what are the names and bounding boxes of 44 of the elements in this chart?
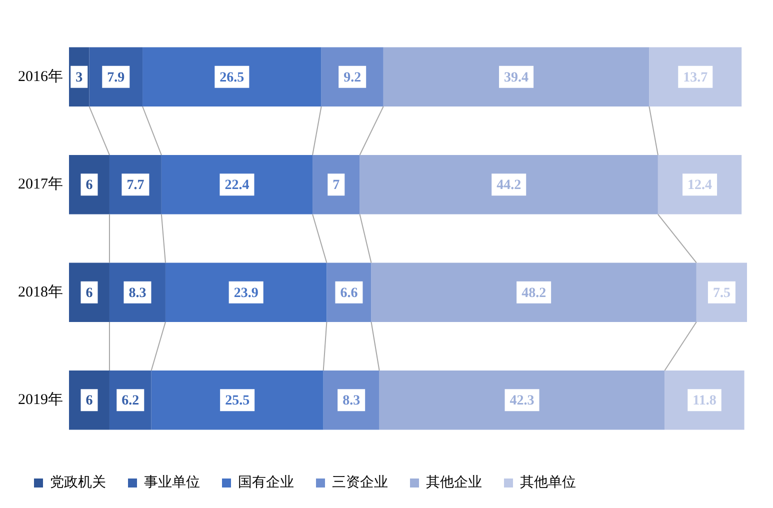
data-label: 3 [76, 70, 83, 86]
legend-label: 事业单位 [144, 474, 200, 491]
bar [649, 47, 742, 107]
data-label: 23.9 [234, 286, 258, 301]
data-label: 7.9 [107, 70, 125, 86]
bar [312, 154, 360, 214]
legend-label: 其他企业 [426, 474, 482, 491]
y-tick-label: 2018年 [18, 283, 63, 300]
bar [161, 154, 313, 214]
data-label: 44.2 [496, 178, 522, 194]
y-tick-label: 2017年 [18, 176, 63, 193]
data-label: 6.2 [122, 394, 140, 409]
legend-label: 三资企业 [332, 474, 388, 491]
bar [379, 370, 665, 430]
bar [360, 154, 658, 214]
data-label: 11.8 [692, 394, 716, 409]
bar [142, 47, 322, 107]
data-label: 6.6 [340, 286, 358, 301]
data-label: 12.4 [688, 178, 712, 194]
legend-label: 其他单位 [520, 474, 576, 491]
data-label: 13.7 [683, 70, 708, 86]
y-tick-label: 2016年 [18, 68, 63, 85]
data-label: 39.4 [504, 70, 529, 86]
bar [151, 370, 324, 430]
data-label: 9.2 [344, 70, 362, 86]
data-label: 8.3 [342, 394, 360, 409]
data-label: 8.3 [128, 286, 146, 301]
bar [165, 262, 327, 322]
bar [383, 47, 650, 107]
data-label: 6 [86, 286, 93, 301]
data-label: 26.5 [220, 70, 244, 86]
data-label: 7.7 [126, 178, 144, 194]
data-label: 42.3 [510, 394, 534, 409]
data-label: 7.5 [712, 286, 730, 301]
legend-label: 国有企业 [238, 474, 294, 491]
data-label: 7 [332, 178, 340, 194]
data-label: 6 [86, 394, 93, 409]
data-label: 6 [86, 178, 93, 194]
bar [371, 262, 696, 322]
data-label: 25.5 [225, 394, 250, 409]
data-label: 48.2 [522, 286, 546, 301]
legend-label: 党政机关 [50, 474, 106, 491]
y-tick-label: 2019年 [18, 391, 63, 408]
data-label: 22.4 [224, 178, 250, 194]
